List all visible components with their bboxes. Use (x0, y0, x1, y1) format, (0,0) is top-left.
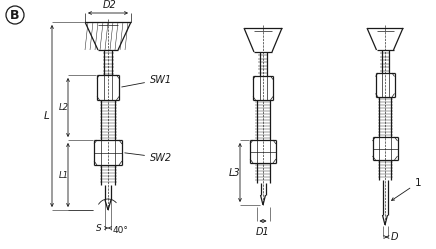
Text: L: L (44, 111, 50, 121)
Text: B: B (10, 8, 20, 21)
Text: SW1: SW1 (122, 74, 172, 87)
Text: S: S (96, 224, 102, 233)
Text: 1: 1 (392, 178, 422, 200)
Text: D: D (391, 232, 398, 242)
Text: SW2: SW2 (125, 152, 172, 163)
Text: D2: D2 (103, 0, 117, 10)
Text: 40°: 40° (113, 226, 129, 235)
Text: L2: L2 (59, 103, 69, 112)
Text: D1: D1 (256, 227, 270, 237)
Text: L3: L3 (229, 168, 241, 178)
Text: L1: L1 (59, 171, 69, 180)
